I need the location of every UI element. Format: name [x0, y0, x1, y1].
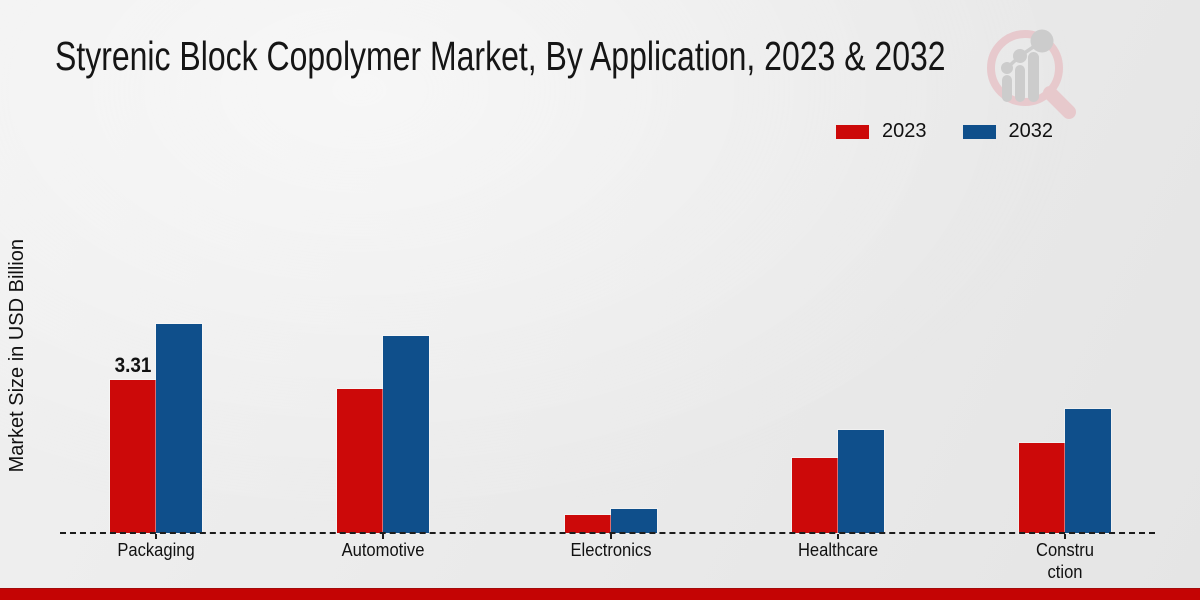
legend-swatch-2032: [962, 124, 996, 139]
category-label-packaging: Packaging: [117, 540, 195, 560]
bar-2023-healthcare: [791, 458, 838, 533]
bar-2032-packaging: [156, 324, 202, 533]
legend-item-2032: 2032: [962, 120, 1054, 143]
category-label-electronics: Electronics: [570, 540, 651, 560]
bar-value-label-packaging: 3.31: [114, 354, 152, 377]
y-axis-label-wrap: Market Size in USD Billion: [2, 172, 32, 540]
bar-2023-electronics: [564, 515, 611, 533]
legend-label: 2032: [1008, 120, 1054, 142]
category-label-construction: Constru ction: [1036, 540, 1094, 582]
legend-item-2023: 2023: [836, 120, 927, 143]
logo-bar-1: [1002, 75, 1012, 102]
axis-tick-automotive: [382, 534, 385, 539]
axis-tick-healthcare: [836, 534, 839, 539]
logo-bar-2: [1015, 65, 1025, 102]
axis-tick-packaging: [155, 534, 157, 539]
bar-2032-electronics: [610, 509, 657, 533]
magnifier-bar-chart-logo-icon: [987, 29, 1076, 119]
axis-tick-electronics: [609, 534, 612, 539]
logo-ring: [987, 30, 1063, 106]
bottom-accent-bar: [0, 588, 1200, 600]
x-axis-baseline: [60, 532, 1155, 534]
legend-label: 2023: [882, 120, 927, 142]
chart-plot: Packaging Automotive Electronics Healthcare…: [60, 100, 1180, 582]
logo-bar-3: [1028, 52, 1039, 102]
bar-2032-automotive: [383, 336, 430, 533]
category-label-automotive: Automotive: [341, 540, 425, 560]
bar-2023-packaging: [110, 380, 156, 533]
bar-2023-construction: [1019, 443, 1065, 533]
legend: 2023 2032: [836, 120, 1053, 143]
logo-dot-1: [1001, 62, 1013, 74]
logo-dot-2: [1013, 49, 1027, 63]
legend-swatch-2023: [836, 124, 869, 139]
category-label-healthcare: Healthcare: [797, 540, 878, 560]
page-title: Styrenic Block Copolymer Market, By Appl…: [55, 33, 946, 79]
bar-2032-healthcare: [837, 430, 884, 533]
logo-dot-3: [1030, 29, 1054, 53]
bar-2032-construction: [1065, 409, 1111, 533]
y-axis-label: Market Size in USD Billion: [5, 239, 28, 473]
bar-2023-automotive: [337, 389, 384, 533]
logo-handle: [1043, 86, 1076, 119]
axis-tick-construction: [1064, 534, 1066, 539]
